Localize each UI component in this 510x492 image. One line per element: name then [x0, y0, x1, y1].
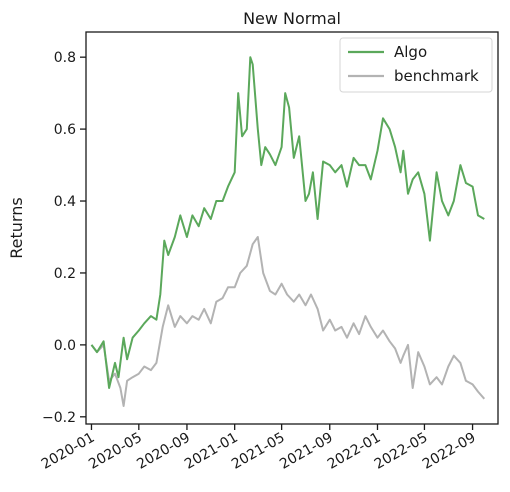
chart-title: New Normal — [243, 9, 341, 28]
y-tick-label: 0.6 — [54, 122, 76, 138]
x-tick-label: 2020-09 — [134, 430, 193, 473]
x-tick-label: 2020-01 — [39, 430, 98, 473]
legend-label: Algo — [394, 43, 427, 61]
series-layer — [90, 56, 486, 407]
x-tick-label: 2021-01 — [182, 430, 241, 473]
x-tick-label: 2022-05 — [372, 430, 431, 473]
y-axis: −0.2 0.0 0.2 0.4 0.6 0.8 — [42, 50, 86, 426]
x-tick-label: 2020-05 — [86, 430, 145, 473]
y-tick-label: 0.4 — [54, 194, 76, 210]
legend: Algo benchmark — [339, 37, 493, 93]
series-line-algo — [90, 56, 485, 389]
y-axis-label: Returns — [7, 197, 26, 258]
y-tick-label: 0.8 — [54, 50, 76, 66]
x-tick-label: 2022-01 — [325, 430, 384, 473]
legend-label: benchmark — [394, 67, 479, 85]
x-tick-label: 2021-09 — [277, 430, 336, 473]
y-tick-label: 0.2 — [54, 266, 76, 282]
x-tick-label: 2021-05 — [229, 430, 288, 473]
y-tick-label: −0.2 — [42, 410, 76, 426]
x-axis: 2020-012020-052020-092021-012021-052021-… — [39, 424, 479, 473]
series-line-benchmark — [90, 236, 486, 407]
plot-area — [85, 31, 499, 425]
x-tick-label: 2022-09 — [420, 430, 479, 473]
y-tick-label: 0.0 — [54, 338, 76, 354]
